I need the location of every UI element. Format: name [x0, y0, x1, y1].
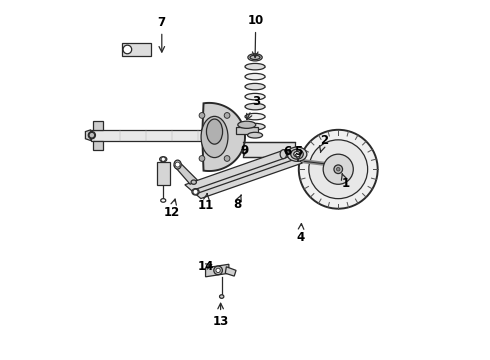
Ellipse shape [245, 63, 265, 70]
Circle shape [123, 45, 132, 54]
Circle shape [175, 162, 180, 167]
Text: 3: 3 [247, 95, 260, 120]
Polygon shape [225, 267, 236, 276]
Ellipse shape [280, 150, 287, 159]
Text: 13: 13 [213, 303, 229, 328]
Ellipse shape [245, 113, 265, 120]
Ellipse shape [287, 147, 307, 161]
Ellipse shape [247, 132, 263, 138]
Text: 7: 7 [158, 16, 166, 52]
Ellipse shape [174, 160, 181, 169]
Polygon shape [93, 121, 103, 130]
Circle shape [334, 165, 343, 174]
Circle shape [199, 156, 205, 161]
Ellipse shape [245, 103, 265, 110]
Ellipse shape [245, 84, 265, 90]
Text: 1: 1 [342, 174, 349, 190]
Circle shape [214, 266, 222, 275]
Circle shape [161, 157, 166, 161]
Text: 11: 11 [197, 194, 214, 212]
Text: 6: 6 [283, 145, 292, 158]
Circle shape [323, 154, 353, 184]
Circle shape [193, 189, 198, 194]
Ellipse shape [245, 73, 265, 80]
Ellipse shape [192, 189, 199, 195]
Ellipse shape [206, 119, 222, 144]
Polygon shape [174, 164, 197, 184]
Circle shape [89, 132, 95, 138]
Text: 12: 12 [163, 199, 180, 220]
Ellipse shape [160, 157, 167, 162]
Ellipse shape [238, 121, 256, 129]
Circle shape [299, 130, 378, 209]
Polygon shape [185, 149, 302, 199]
Text: 4: 4 [296, 224, 305, 244]
Ellipse shape [248, 54, 262, 61]
Polygon shape [93, 140, 103, 149]
Text: 10: 10 [247, 14, 264, 58]
Polygon shape [243, 141, 295, 157]
Ellipse shape [294, 153, 300, 159]
Polygon shape [202, 103, 245, 171]
Polygon shape [236, 127, 258, 134]
Polygon shape [91, 130, 202, 140]
Ellipse shape [201, 116, 228, 158]
Ellipse shape [245, 93, 265, 100]
Ellipse shape [191, 180, 196, 184]
Text: 14: 14 [197, 260, 214, 273]
Ellipse shape [161, 199, 166, 202]
Ellipse shape [291, 149, 303, 159]
Polygon shape [122, 42, 151, 56]
Circle shape [309, 140, 368, 199]
Circle shape [224, 156, 230, 161]
Ellipse shape [245, 123, 265, 130]
Circle shape [88, 132, 96, 139]
Circle shape [224, 113, 230, 118]
Polygon shape [85, 130, 91, 140]
Circle shape [199, 113, 205, 118]
Text: 8: 8 [233, 195, 241, 211]
Ellipse shape [294, 152, 300, 157]
Text: 5: 5 [294, 145, 302, 161]
Polygon shape [205, 264, 229, 277]
Text: 9: 9 [240, 144, 248, 157]
Ellipse shape [250, 55, 260, 59]
Circle shape [337, 167, 340, 171]
Ellipse shape [220, 295, 224, 298]
Polygon shape [157, 162, 170, 185]
Circle shape [216, 268, 220, 273]
Text: 2: 2 [319, 134, 328, 153]
